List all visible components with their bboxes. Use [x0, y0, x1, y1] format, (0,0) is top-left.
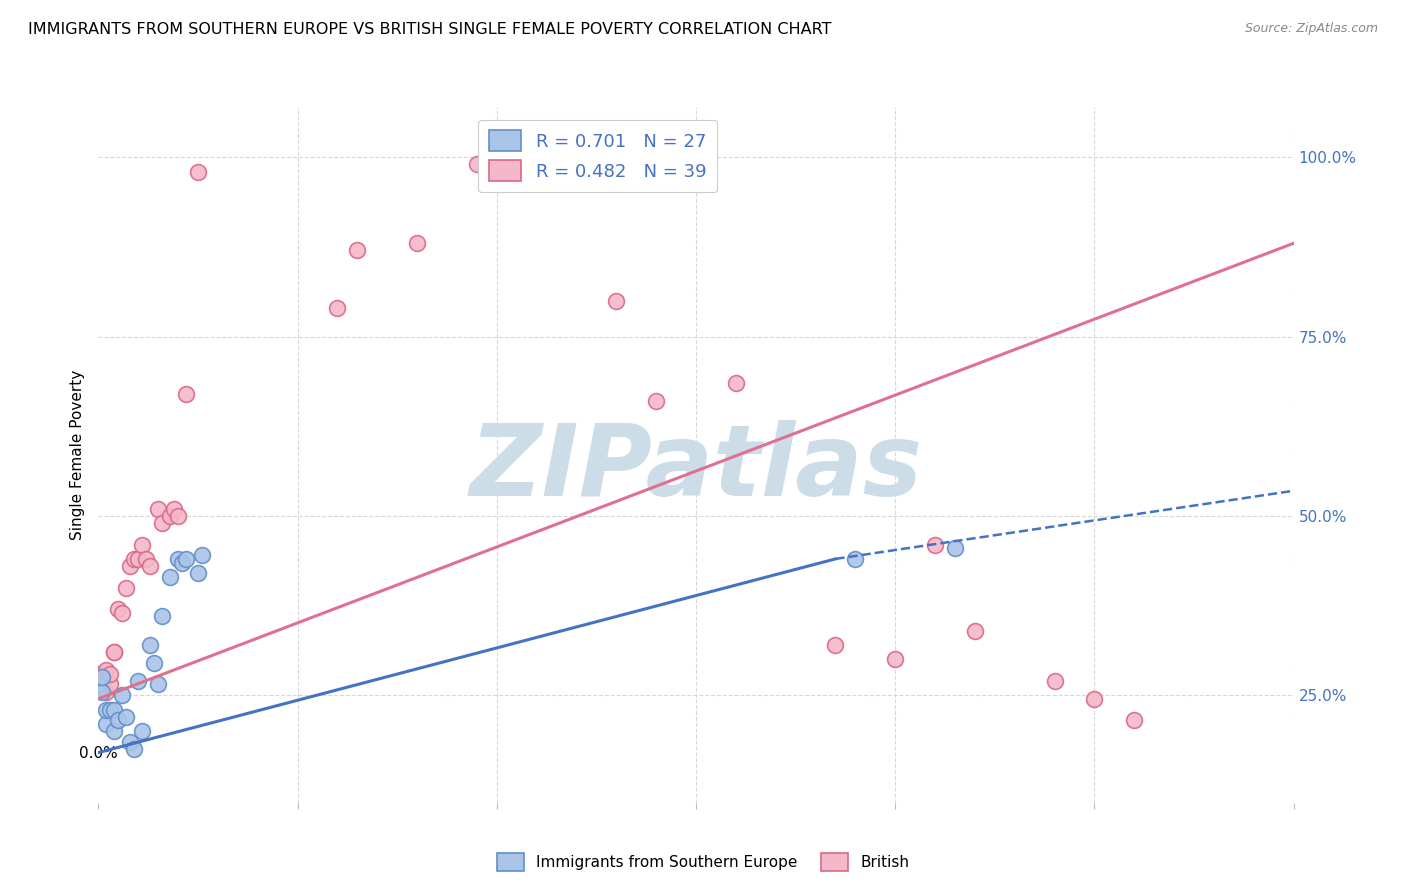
Point — [1043, 673, 1066, 688]
Point — [131, 724, 153, 739]
Point — [174, 387, 197, 401]
Legend: R = 0.701   N = 27, R = 0.482   N = 39: R = 0.701 N = 27, R = 0.482 N = 39 — [478, 120, 717, 192]
Point — [187, 566, 209, 581]
Point — [159, 508, 181, 523]
Point — [526, 157, 548, 171]
Point — [87, 677, 110, 691]
Point — [100, 677, 122, 691]
Point — [326, 301, 349, 315]
Point — [191, 549, 214, 563]
Point — [159, 570, 181, 584]
Text: Source: ZipAtlas.com: Source: ZipAtlas.com — [1244, 22, 1378, 36]
Y-axis label: Single Female Poverty: Single Female Poverty — [69, 370, 84, 540]
Point — [346, 244, 368, 258]
Point — [111, 688, 134, 702]
Point — [163, 501, 186, 516]
Point — [605, 293, 627, 308]
Text: 0.0%: 0.0% — [79, 746, 118, 761]
Point — [150, 516, 173, 530]
Point — [111, 606, 134, 620]
Point — [96, 717, 118, 731]
Text: IMMIGRANTS FROM SOUTHERN EUROPE VS BRITISH SINGLE FEMALE POVERTY CORRELATION CHA: IMMIGRANTS FROM SOUTHERN EUROPE VS BRITI… — [28, 22, 831, 37]
Point — [91, 677, 114, 691]
Point — [465, 157, 488, 171]
Point — [824, 638, 846, 652]
Point — [100, 702, 122, 716]
Point — [127, 673, 149, 688]
Point — [963, 624, 986, 638]
Point — [143, 656, 166, 670]
Point — [103, 702, 125, 716]
Point — [135, 552, 157, 566]
Point — [844, 552, 866, 566]
Point — [724, 376, 747, 391]
Point — [406, 236, 429, 251]
Point — [924, 538, 946, 552]
Point — [103, 645, 125, 659]
Point — [107, 714, 129, 728]
Point — [139, 559, 162, 574]
Point — [174, 552, 197, 566]
Point — [120, 559, 142, 574]
Point — [1083, 691, 1105, 706]
Point — [645, 394, 668, 409]
Point — [167, 552, 190, 566]
Point — [148, 501, 170, 516]
Point — [120, 735, 142, 749]
Point — [124, 742, 146, 756]
Point — [91, 684, 114, 698]
Point — [103, 645, 125, 659]
Point — [115, 581, 138, 595]
Point — [127, 552, 149, 566]
Point — [148, 677, 170, 691]
Point — [124, 552, 146, 566]
Point — [96, 663, 118, 677]
Point — [943, 541, 966, 556]
Point — [96, 702, 118, 716]
Point — [96, 684, 118, 698]
Point — [172, 556, 194, 570]
Point — [187, 164, 209, 178]
Point — [91, 670, 114, 684]
Point — [884, 652, 907, 666]
Point — [100, 666, 122, 681]
Point — [167, 508, 190, 523]
Point — [139, 638, 162, 652]
Point — [87, 666, 110, 681]
Point — [150, 609, 173, 624]
Legend: Immigrants from Southern Europe, British: Immigrants from Southern Europe, British — [491, 847, 915, 877]
Point — [103, 724, 125, 739]
Point — [107, 602, 129, 616]
Point — [115, 710, 138, 724]
Point — [131, 538, 153, 552]
Point — [1123, 714, 1146, 728]
Text: ZIPatlas: ZIPatlas — [470, 420, 922, 517]
